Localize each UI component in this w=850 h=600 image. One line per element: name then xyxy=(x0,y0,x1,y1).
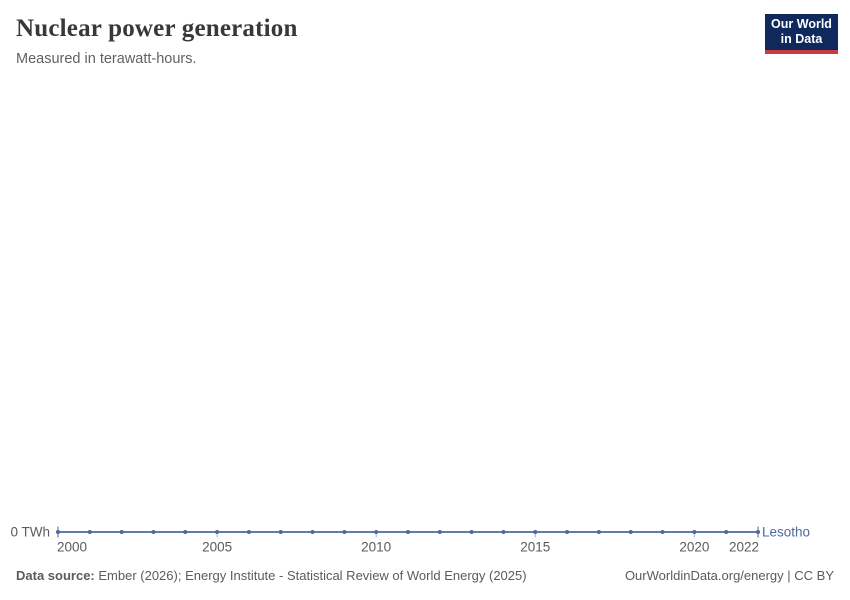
data-point[interactable] xyxy=(56,530,60,534)
x-tick-label: 2020 xyxy=(679,540,709,555)
data-point[interactable] xyxy=(724,530,729,534)
data-source-text: Ember (2026); Energy Institute - Statist… xyxy=(94,568,527,583)
data-source-label: Data source: xyxy=(16,568,95,583)
data-point[interactable] xyxy=(246,530,251,534)
data-point[interactable] xyxy=(469,530,474,534)
data-point[interactable] xyxy=(692,530,697,534)
data-point[interactable] xyxy=(756,530,760,534)
data-point[interactable] xyxy=(533,530,538,534)
data-point[interactable] xyxy=(151,530,156,534)
footer-license-link[interactable]: OurWorldinData.org/energy | CC BY xyxy=(624,568,834,583)
owid-logo-line1: Our World xyxy=(771,17,832,31)
data-point[interactable] xyxy=(501,530,506,534)
x-tick-label: 2000 xyxy=(57,540,87,555)
chart-subtitle: Measured in terawatt-hours. xyxy=(16,51,197,67)
data-source-note: Data source: Ember (2026); Energy Instit… xyxy=(16,567,527,584)
data-point[interactable] xyxy=(119,530,124,534)
data-point[interactable] xyxy=(215,530,220,534)
owid-logo-line2: in Data xyxy=(780,32,823,46)
data-point[interactable] xyxy=(565,530,570,534)
data-point[interactable] xyxy=(278,530,283,534)
chart-title: Nuclear power generation xyxy=(16,15,298,42)
x-tick-label: 2015 xyxy=(520,540,550,555)
data-point[interactable] xyxy=(628,530,633,534)
data-point[interactable] xyxy=(406,530,410,534)
y-axis-label: 0 TWh xyxy=(10,525,50,540)
chart-footer: Data source: Ember (2026); Energy Instit… xyxy=(16,567,834,587)
data-point[interactable] xyxy=(310,530,315,534)
data-point[interactable] xyxy=(183,530,188,534)
data-point[interactable] xyxy=(87,530,92,534)
x-tick-label: 2005 xyxy=(202,540,232,555)
x-tick-label: 2010 xyxy=(361,540,391,555)
data-point[interactable] xyxy=(342,530,347,534)
data-point[interactable] xyxy=(660,530,665,534)
owid-logo[interactable]: Our World in Data xyxy=(765,14,838,54)
data-point[interactable] xyxy=(374,530,379,534)
data-point[interactable] xyxy=(596,530,601,534)
entity-label-lesotho[interactable]: Lesotho xyxy=(762,525,810,540)
x-tick-label: 2022 xyxy=(729,540,759,555)
data-point[interactable] xyxy=(437,530,442,534)
